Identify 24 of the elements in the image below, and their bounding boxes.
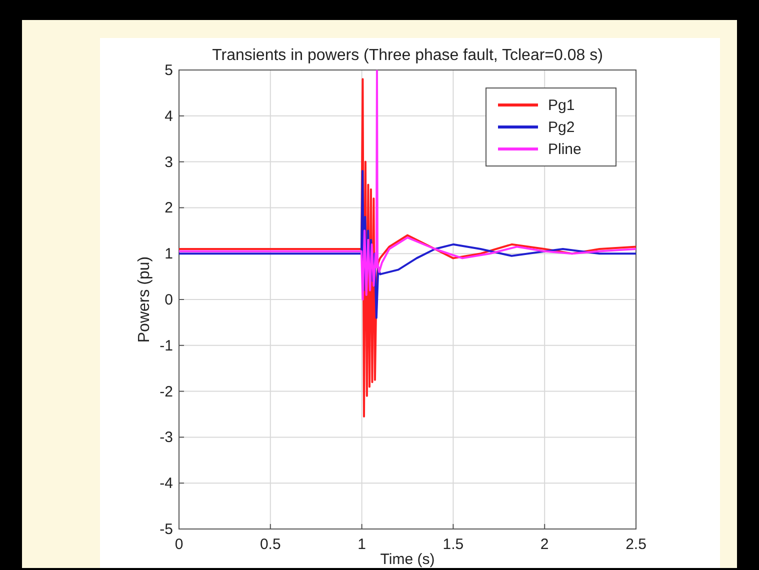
chart-title: Transients in powers (Three phase fault, Tclear=0.08 s) — [212, 47, 603, 64]
x-tick-label: 1 — [358, 536, 366, 553]
line-series — [179, 170, 636, 319]
legend-label: Pg1 — [548, 97, 575, 114]
y-tick-label: 5 — [164, 62, 173, 79]
y-tick-label: 2 — [164, 200, 173, 217]
y-tick-label: -2 — [160, 383, 173, 400]
y-tick-label: 3 — [164, 154, 173, 171]
y-tick-label: 4 — [164, 108, 173, 125]
x-tick-label: 0.5 — [260, 536, 281, 553]
y-tick-label: -1 — [160, 337, 173, 354]
legend-label: Pg2 — [548, 119, 575, 136]
y-axis-title: Powers (pu) — [136, 256, 153, 343]
x-tick-label: 1.5 — [442, 536, 464, 553]
y-tick-label: 0 — [164, 292, 173, 308]
x-axis-title: Time (s) — [380, 551, 435, 568]
line-series — [179, 70, 636, 300]
x-tick-label: 2.5 — [626, 536, 646, 553]
y-tick-label: -3 — [160, 429, 173, 446]
x-tick-label: 2 — [540, 536, 549, 553]
y-tick-label: -5 — [160, 521, 173, 538]
y-tick-label: -4 — [160, 475, 173, 492]
legend-label: Pline — [548, 141, 582, 158]
y-tick-label: 1 — [164, 246, 173, 263]
